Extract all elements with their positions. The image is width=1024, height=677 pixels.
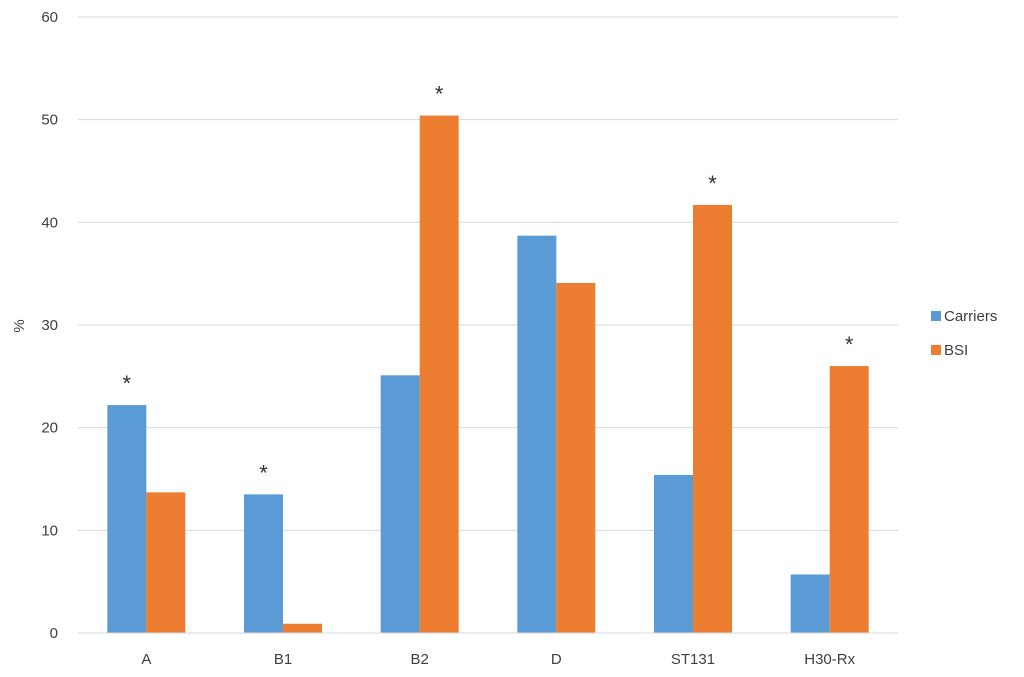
x-axis-ticks: A B1 B2 D ST131 H30-Rx — [141, 651, 855, 668]
bars — [107, 115, 869, 633]
bar-carriers-a — [107, 405, 147, 633]
legend-swatch-bsi — [931, 345, 941, 355]
y-axis-ticks: 0 10 20 30 40 50 60 — [41, 9, 58, 642]
y-tick-label: 60 — [41, 9, 58, 26]
significance-asterisk: * — [845, 332, 854, 357]
y-tick-label: 30 — [41, 317, 58, 334]
gridlines — [78, 16, 898, 531]
bar-bsi-b2 — [419, 115, 459, 633]
bar-bsi-a — [146, 492, 186, 633]
bar-bsi-st131 — [693, 204, 732, 633]
x-tick-label: D — [551, 651, 562, 668]
y-axis-title: % — [11, 319, 28, 332]
significance-asterisk: * — [435, 82, 444, 107]
bar-carriers-h30-rx — [790, 574, 830, 633]
bar-carriers-b2 — [380, 375, 420, 633]
bar-bsi-d — [556, 282, 596, 633]
bar-bsi-b1 — [283, 623, 322, 633]
y-tick-label: 20 — [41, 420, 58, 437]
x-tick-label: A — [141, 651, 151, 668]
significance-asterisk: * — [259, 460, 268, 485]
x-tick-label: H30-Rx — [804, 651, 855, 668]
legend-swatch-carriers — [931, 311, 941, 321]
bar-carriers-d — [517, 235, 557, 633]
y-tick-label: 10 — [41, 522, 58, 539]
bar-bsi-h30-rx — [829, 366, 869, 633]
legend-label-carriers: Carriers — [944, 308, 997, 325]
y-tick-label: 40 — [41, 214, 58, 231]
significance-asterisk: * — [123, 371, 132, 396]
y-tick-label: 0 — [50, 625, 58, 642]
x-tick-label: ST131 — [671, 651, 715, 668]
legend-label-bsi: BSI — [944, 342, 968, 359]
significance-asterisk: * — [708, 171, 717, 196]
y-tick-label: 50 — [41, 112, 58, 129]
x-tick-label: B1 — [274, 651, 292, 668]
bar-carriers-b1 — [244, 494, 283, 633]
x-tick-label: B2 — [410, 651, 428, 668]
bar-carriers-st131 — [654, 474, 693, 633]
legend: Carriers BSI — [931, 308, 997, 359]
annotations: * * * * * — [123, 82, 854, 486]
